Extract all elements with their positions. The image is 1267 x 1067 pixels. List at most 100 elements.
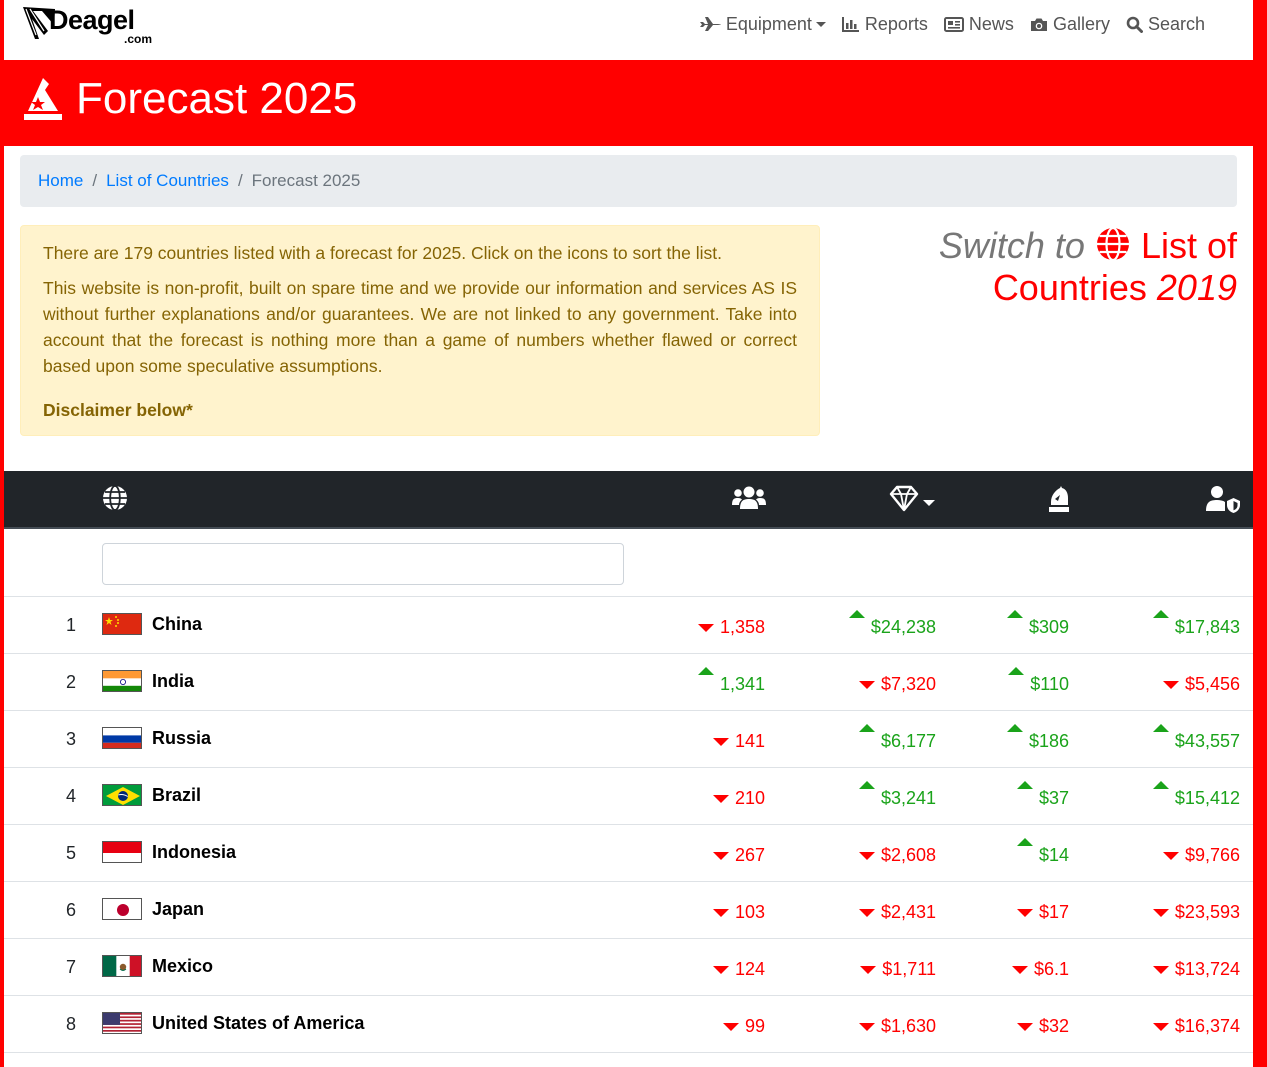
country-name-link[interactable]: Japan <box>152 899 205 919</box>
caret-down-icon <box>697 624 714 633</box>
country-name-link[interactable]: China <box>152 614 203 634</box>
table-row[interactable]: 1 China 1,358 $24,238 $309 $17,843 <box>4 597 1253 654</box>
logo-mark-icon <box>23 7 55 39</box>
globe-icon[interactable] <box>102 485 128 511</box>
search-icon <box>1126 16 1143 33</box>
scrollbar-track[interactable] <box>1253 0 1267 1067</box>
country-name-link[interactable]: Russia <box>152 728 212 748</box>
gdp-cell: $1,711 <box>860 957 936 985</box>
population-value: 103 <box>734 902 765 922</box>
caret-down-icon <box>712 909 729 918</box>
military-budget-value: $186 <box>1028 731 1069 751</box>
population-value: 1,358 <box>719 617 765 637</box>
filter-row <box>4 529 1253 597</box>
nav-reports[interactable]: Reports <box>834 12 936 36</box>
country-name-link[interactable]: Mexico <box>152 956 214 976</box>
gdp-value: $3,241 <box>880 788 936 808</box>
gdp-per-capita-value: $17,843 <box>1174 617 1240 637</box>
country-name-link[interactable]: Brazil <box>152 785 202 805</box>
page-header: Forecast 2025 <box>4 60 1253 146</box>
nav-news[interactable]: News <box>936 12 1022 36</box>
table-row[interactable]: 2 India 1,341 $7,320 $110 $5,456 <box>4 654 1253 711</box>
gdp-cell: $1,630 <box>858 1014 936 1042</box>
gdp-value: $1,630 <box>880 1016 936 1036</box>
user-shield-icon[interactable] <box>1206 485 1240 513</box>
logo-name: Deagel <box>49 5 135 35</box>
caret-down-icon <box>858 1023 875 1032</box>
gdp-per-capita-value: $23,593 <box>1174 902 1240 922</box>
rank-cell: 2 <box>65 672 76 692</box>
gdp-per-capita-value: $9,766 <box>1184 845 1240 865</box>
country-name-link[interactable]: United States of America <box>152 1013 365 1033</box>
population-value: 99 <box>744 1016 765 1036</box>
table-row[interactable]: 8 United States of America 99 $1,630 $32… <box>4 996 1253 1053</box>
chess-knight-icon[interactable] <box>1048 485 1070 513</box>
caret-up-icon <box>697 667 714 676</box>
gdp-cell: $2,608 <box>858 843 936 871</box>
population-value: 141 <box>734 731 765 751</box>
caret-up-icon <box>1006 724 1023 733</box>
military-budget-cell: $17 <box>1016 900 1069 928</box>
plane-icon <box>699 17 721 31</box>
nav-equipment-label: Equipment <box>725 13 812 34</box>
caret-down-icon <box>1152 1023 1169 1032</box>
nav-news-label: News <box>968 13 1014 34</box>
military-budget-cell: $110 <box>1008 667 1069 700</box>
globe-icon <box>1096 226 1129 262</box>
gdp-per-capita-cell: $17,843 <box>1152 610 1240 643</box>
military-budget-value: $37 <box>1038 788 1069 808</box>
caret-down-icon <box>858 852 875 861</box>
caret-down-icon <box>1016 909 1033 918</box>
switch-link[interactable]: List of Countries 2019 <box>993 225 1237 308</box>
caret-up-icon <box>1016 781 1033 790</box>
country-table-body: 1 China 1,358 $24,238 $309 $17,843 2 Ind… <box>4 597 1253 1053</box>
nav-search[interactable]: Search <box>1118 12 1213 36</box>
users-icon[interactable] <box>732 485 766 511</box>
disclaimer-link[interactable]: Disclaimer below* <box>43 400 193 420</box>
caret-up-icon <box>848 610 865 619</box>
gdp-per-capita-value: $15,412 <box>1174 788 1240 808</box>
nav-equipment[interactable]: Equipment <box>691 12 834 36</box>
table-row[interactable]: 6 Japan 103 $2,431 $17 $23,593 <box>4 882 1253 939</box>
gdp-per-capita-value: $13,724 <box>1174 959 1240 979</box>
country-name-link[interactable]: Indonesia <box>152 842 237 862</box>
rank-cell: 6 <box>65 900 76 920</box>
navbar: Deagel .com Equipment Reports News Galle… <box>4 0 1253 60</box>
population-value: 124 <box>734 959 765 979</box>
gdp-per-capita-cell: $23,593 <box>1152 900 1240 928</box>
gdp-value: $24,238 <box>870 617 936 637</box>
country-name-link[interactable]: India <box>152 671 195 691</box>
gdp-per-capita-value: $43,557 <box>1174 731 1240 751</box>
breadcrumb-list-link[interactable]: List of Countries <box>106 171 229 190</box>
military-budget-value: $6.1 <box>1033 959 1069 979</box>
india-flag-icon <box>102 670 142 692</box>
gem-icon[interactable] <box>889 485 937 513</box>
breadcrumb-separator: / <box>237 171 243 190</box>
caret-down-icon <box>1152 909 1169 918</box>
caret-down-icon <box>712 795 729 804</box>
caret-up-icon <box>1152 610 1169 619</box>
chevron-down-icon <box>815 21 826 27</box>
camera-icon <box>1030 18 1047 31</box>
gdp-per-capita-cell: $15,412 <box>1152 781 1240 814</box>
switch-panel: Switch to List of Countries 2019 <box>857 225 1237 309</box>
mexico-flag-icon <box>102 955 142 977</box>
gdp-per-capita-cell: $16,374 <box>1152 1014 1240 1042</box>
table-row[interactable]: 7 Mexico 124 $1,711 $6.1 $13,724 <box>4 939 1253 996</box>
nav-gallery[interactable]: Gallery <box>1022 12 1118 36</box>
military-budget-cell: $14 <box>1016 838 1069 871</box>
breadcrumb-home-link[interactable]: Home <box>38 171 84 190</box>
caret-up-icon <box>1016 838 1033 847</box>
gdp-value: $2,608 <box>880 845 936 865</box>
military-budget-value: $14 <box>1038 845 1069 865</box>
table-row[interactable]: 4 Brazil 210 $3,241 $37 $15,412 <box>4 768 1253 825</box>
table-row[interactable]: 3 Russia 141 $6,177 $186 $43,557 <box>4 711 1253 768</box>
breadcrumb: Home / List of Countries / Forecast 2025 <box>20 155 1237 207</box>
alert-notice-text: This website is non-profit, built on spa… <box>43 278 797 376</box>
table-row[interactable]: 5 Indonesia 267 $2,608 $14 $9,766 <box>4 825 1253 882</box>
switch-link-year: 2019 <box>1156 267 1237 308</box>
caret-up-icon <box>858 781 875 790</box>
country-filter-input[interactable] <box>102 543 624 585</box>
site-logo[interactable]: Deagel .com <box>22 5 162 46</box>
caret-down-icon <box>858 909 875 918</box>
